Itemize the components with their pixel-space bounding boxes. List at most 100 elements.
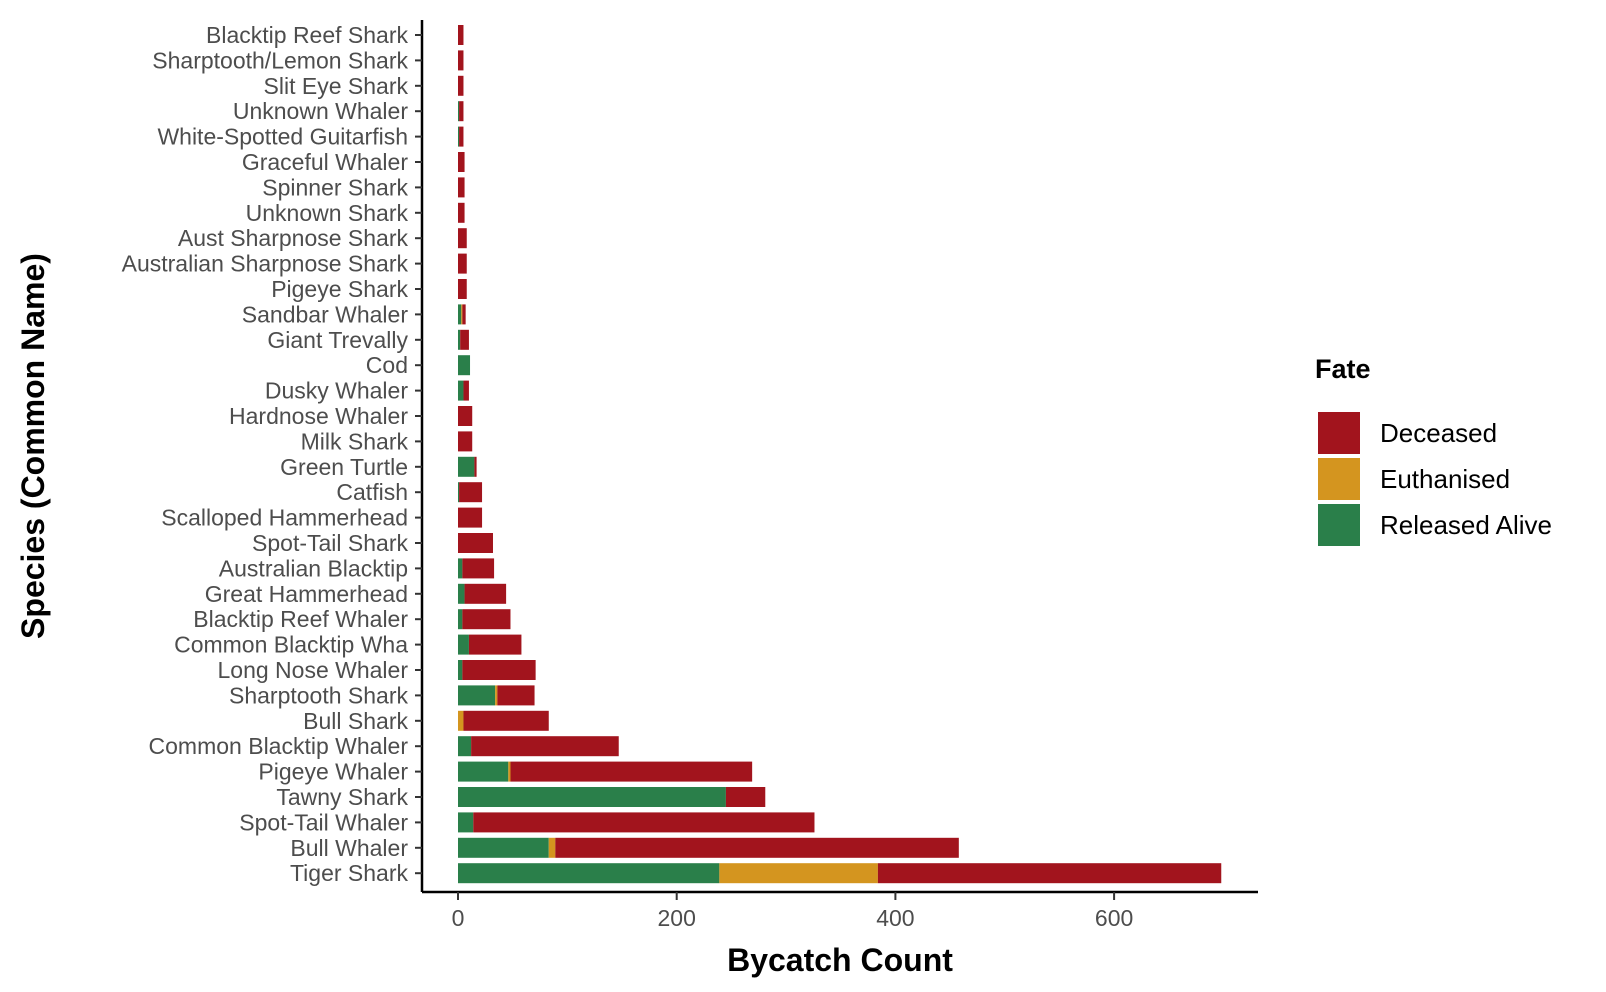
y-tick-label: Hardnose Whaler [229, 403, 408, 429]
bar-graceful-whaler-deceased [458, 152, 465, 172]
x-axis-title: Bycatch Count [727, 942, 953, 978]
bar-bull-shark-deceased [463, 710, 549, 731]
bar-hardnose-whaler-deceased [458, 406, 473, 426]
bar-dusky-whaler-deceased [463, 380, 469, 401]
bar-long-nose-whaler-released-alive [458, 660, 463, 680]
bar-slit-eye-shark-deceased [458, 75, 464, 96]
legend-key-deceased [1318, 412, 1360, 454]
y-tick-label: Great Hammerhead [205, 581, 408, 607]
y-tick-label: Long Nose Whaler [218, 657, 409, 683]
bar-giant-trevally-deceased [460, 329, 469, 350]
y-tick-label: Slit Eye Shark [264, 73, 409, 99]
bar-scalloped-hammerhead-deceased [458, 507, 483, 528]
y-tick-label: Bull Whaler [290, 835, 408, 861]
y-tick-label: Spot-Tail Whaler [239, 809, 408, 835]
bar-spot-tail-shark-deceased [458, 533, 493, 553]
bar-common-blacktip-wha-deceased [468, 634, 522, 655]
bar-green-turtle-released-alive [458, 456, 475, 477]
y-tick-label: Australian Sharpnose Shark [122, 251, 409, 277]
y-tick-label: Pigeye Shark [271, 276, 408, 302]
bar-cod-released-alive [458, 355, 471, 376]
bar-great-hammerhead-released-alive [458, 583, 465, 604]
bar-aust-sharpnose-shark-deceased [458, 228, 467, 249]
y-tick-label: Milk Shark [301, 428, 409, 454]
bar-australian-blacktip-released-alive [458, 558, 463, 579]
bar-white-spotted-guitarfish-released-alive [458, 126, 460, 147]
bar-giant-trevally-released-alive [458, 329, 461, 350]
bar-green-turtle-deceased [474, 456, 477, 477]
bar-spot-tail-whaler-deceased [473, 812, 815, 833]
y-tick-label: Sharptooth Shark [229, 682, 409, 708]
bar-white-spotted-guitarfish-deceased [459, 126, 464, 147]
y-tick-label: Tawny Shark [276, 784, 408, 810]
x-tick-label: 600 [1095, 905, 1133, 931]
bar-sandbar-whaler-released-alive [458, 304, 462, 325]
bar-catfish-released-alive [458, 482, 460, 503]
bar-sandbar-whaler-euthanised [461, 304, 463, 325]
y-tick-label: Sharptooth/Lemon Shark [152, 47, 408, 73]
y-tick-label: Green Turtle [280, 454, 408, 480]
y-tick-label: Blacktip Reef Whaler [193, 606, 408, 632]
y-tick-label: Spinner Shark [262, 174, 408, 200]
y-tick-label: Tiger Shark [290, 860, 409, 886]
y-tick-label: Spot-Tail Shark [252, 530, 408, 556]
bar-bull-whaler-deceased [555, 837, 959, 858]
legend-key-euthanised [1318, 458, 1360, 500]
bar-unknown-shark-deceased [458, 202, 465, 223]
y-tick-label: White-Spotted Guitarfish [157, 124, 408, 150]
legend-key-released-alive [1318, 504, 1360, 546]
y-tick-label: Unknown Whaler [233, 98, 408, 124]
bar-pigeye-whaler-euthanised [508, 761, 511, 782]
bar-blacktip-reef-whaler-released-alive [458, 609, 463, 630]
bar-common-blacktip-whaler-deceased [471, 736, 619, 757]
bar-common-blacktip-wha-released-alive [458, 634, 469, 655]
bar-sandbar-whaler-deceased [462, 304, 466, 325]
y-tick-label: Blacktip Reef Shark [206, 22, 408, 48]
bar-milk-shark-deceased [458, 431, 473, 452]
bar-catfish-deceased [459, 482, 483, 503]
bar-long-nose-whaler-deceased [462, 660, 536, 680]
bar-spinner-shark-deceased [458, 177, 465, 198]
y-tick-label: Common Blacktip Wha [174, 632, 408, 658]
y-tick-label: Aust Sharpnose Shark [178, 225, 409, 251]
x-axis: 0 200 400 600 [422, 890, 1258, 931]
y-tick-label: Pigeye Whaler [258, 759, 408, 785]
bar-spot-tail-whaler-released-alive [458, 812, 474, 833]
bar-australian-blacktip-deceased [462, 558, 495, 579]
bar-bull-whaler-released-alive [458, 837, 549, 858]
y-tick-label: Catfish [336, 479, 408, 505]
bar-blacktip-reef-shark-deceased [458, 25, 464, 45]
y-tick-label: Bull Shark [303, 708, 408, 734]
x-tick-label: 0 [452, 905, 465, 931]
bar-tiger-shark-euthanised [719, 863, 878, 884]
legend: Fate Deceased Euthanised Released Alive [1315, 354, 1552, 546]
bar-tiger-shark-released-alive [458, 863, 720, 884]
bar-great-hammerhead-deceased [464, 583, 507, 604]
y-axis-title: Species (Common Name) [15, 253, 51, 639]
x-tick-label: 400 [876, 905, 914, 931]
bar-blacktip-reef-whaler-deceased [462, 609, 511, 630]
y-tick-label: Australian Blacktip [219, 555, 408, 581]
legend-label-euthanised: Euthanised [1380, 464, 1510, 494]
bar-pigeye-shark-deceased [458, 279, 467, 299]
bar-unknown-whaler-deceased [459, 101, 464, 122]
y-tick-label: Cod [366, 352, 408, 378]
y-tick-label: Giant Trevally [267, 327, 408, 353]
bar-unknown-whaler-released-alive [458, 101, 460, 122]
legend-title: Fate [1315, 354, 1371, 384]
bars-layer [458, 25, 1222, 884]
y-tick-label: Scalloped Hammerhead [161, 505, 408, 531]
y-tick-label: Sandbar Whaler [242, 301, 409, 327]
bar-bull-shark-euthanised [458, 710, 464, 731]
legend-label-deceased: Deceased [1380, 418, 1497, 448]
bar-sharptooth-shark-deceased [497, 685, 535, 706]
legend-label-released-alive: Released Alive [1380, 510, 1552, 540]
bar-tiger-shark-deceased [877, 863, 1222, 884]
y-tick-label: Dusky Whaler [265, 378, 408, 404]
bar-australian-sharpnose-shark-deceased [458, 253, 467, 274]
bar-bull-whaler-euthanised [548, 837, 556, 858]
x-tick-label: 200 [658, 905, 696, 931]
y-tick-label: Graceful Whaler [242, 149, 409, 175]
